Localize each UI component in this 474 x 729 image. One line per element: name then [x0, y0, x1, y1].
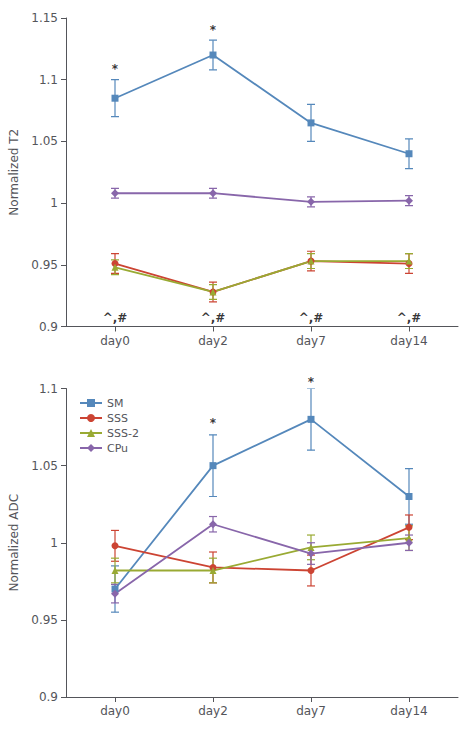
svg-text:day2: day2 [198, 704, 228, 718]
svg-text:1: 1 [50, 196, 58, 210]
svg-text:^,#: ^,# [103, 311, 128, 325]
svg-text:*: * [210, 23, 217, 37]
svg-text:^,#: ^,# [201, 311, 226, 325]
svg-text:0.95: 0.95 [31, 258, 58, 272]
svg-text:day7: day7 [296, 704, 326, 718]
svg-text:0.9: 0.9 [39, 690, 58, 704]
svg-text:SSS-2: SSS-2 [107, 427, 139, 440]
svg-text:1.15: 1.15 [31, 11, 58, 25]
svg-text:day2: day2 [198, 334, 228, 348]
svg-text:day14: day14 [390, 704, 427, 718]
svg-text:^,#: ^,# [299, 311, 324, 325]
svg-text:day0: day0 [100, 704, 130, 718]
svg-text:day7: day7 [296, 334, 326, 348]
svg-text:day14: day14 [390, 334, 427, 348]
svg-text:SM: SM [107, 397, 123, 410]
svg-text:1.05: 1.05 [31, 459, 58, 473]
svg-text:1.1: 1.1 [39, 73, 58, 87]
svg-text:0.9: 0.9 [39, 320, 58, 334]
svg-text:SSS: SSS [107, 412, 128, 425]
svg-text:0.95: 0.95 [31, 613, 58, 627]
svg-text:*: * [210, 416, 217, 430]
svg-text:Normalized ADC: Normalized ADC [7, 494, 21, 592]
svg-text:^,#: ^,# [397, 311, 422, 325]
svg-text:Normalized T2: Normalized T2 [7, 129, 21, 216]
svg-text:day0: day0 [100, 334, 130, 348]
svg-text:1.1: 1.1 [39, 382, 58, 396]
svg-text:*: * [112, 62, 119, 76]
svg-text:1: 1 [50, 536, 58, 550]
svg-text:*: * [308, 375, 315, 389]
svg-text:1.05: 1.05 [31, 134, 58, 148]
svg-text:CPu: CPu [107, 442, 128, 455]
